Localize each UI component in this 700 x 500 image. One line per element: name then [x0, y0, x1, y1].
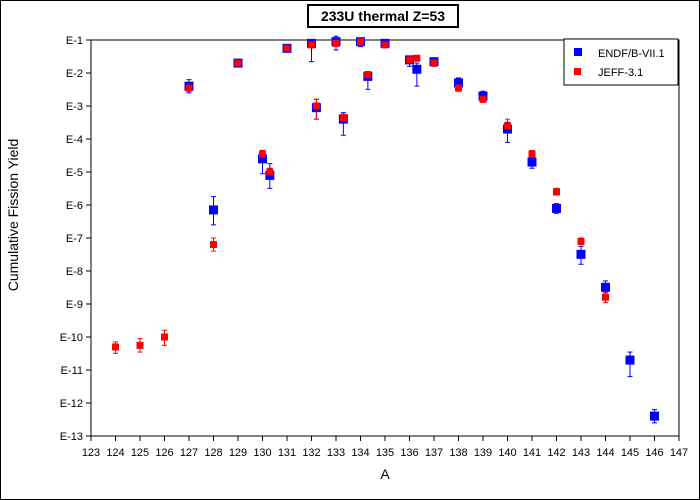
plot-area	[90, 39, 680, 437]
x-tick-label: 147	[670, 447, 688, 459]
data-point-endf	[576, 249, 586, 259]
data-point-jeff	[479, 95, 487, 103]
x-tick-label: 138	[449, 447, 467, 459]
data-point-jeff	[266, 168, 274, 176]
x-tick-label: 131	[278, 447, 296, 459]
data-point-jeff	[381, 41, 389, 49]
x-tick-label: 144	[596, 447, 614, 459]
y-tick-label: E-6	[66, 200, 83, 212]
y-tick-label: E-3	[66, 101, 83, 113]
data-point-jeff	[413, 54, 421, 62]
y-tick-label: E-5	[66, 167, 83, 179]
x-tick-label: 137	[425, 447, 443, 459]
y-tick-label: E-8	[66, 266, 83, 278]
x-tick-label: 135	[376, 447, 394, 459]
x-tick-label: 128	[204, 447, 222, 459]
data-point-jeff	[185, 84, 193, 92]
data-point-jeff	[455, 84, 462, 92]
legend-marker-jeff	[574, 68, 581, 75]
data-point-jeff	[577, 237, 585, 245]
x-tick-label: 139	[474, 447, 492, 459]
data-point-jeff	[339, 113, 347, 121]
x-tick-label: 124	[106, 447, 124, 459]
x-tick-label: 132	[302, 447, 320, 459]
data-point-endf	[454, 78, 463, 88]
data-point-endf	[412, 64, 422, 74]
data-point-jeff	[283, 44, 291, 52]
x-tick-label: 133	[327, 447, 345, 459]
data-point-jeff	[332, 39, 340, 47]
data-point-jeff	[210, 241, 217, 249]
data-point-jeff	[234, 59, 242, 67]
data-point-jeff	[406, 56, 413, 64]
data-point-jeff	[364, 71, 372, 79]
y-tick-label: E-7	[66, 233, 83, 245]
x-tick-label: 125	[131, 447, 149, 459]
x-tick-label: 134	[351, 447, 369, 459]
legend-box	[563, 38, 679, 86]
x-axis-title: A	[380, 466, 390, 482]
chart-title: 233U thermal Z=53	[307, 4, 459, 28]
data-point-jeff	[136, 341, 144, 349]
data-point-jeff	[357, 38, 364, 46]
data-point-jeff	[112, 343, 119, 351]
data-point-jeff	[504, 122, 511, 130]
x-tick-label: 146	[645, 447, 663, 459]
y-tick-label: E-12	[60, 398, 83, 410]
data-point-jeff	[161, 333, 168, 341]
legend: ENDF/B-VII.1 JEFF-3.1	[563, 38, 679, 86]
legend-label-endf: ENDF/B-VII.1	[598, 48, 665, 60]
data-point-jeff	[528, 150, 536, 158]
x-tick-label: 130	[253, 447, 271, 459]
x-tick-label: 143	[572, 447, 590, 459]
data-point-endf	[601, 282, 610, 292]
x-tick-label: 140	[498, 447, 516, 459]
data-point-endf	[552, 203, 561, 213]
y-tick-label: E-10	[60, 332, 83, 344]
y-tick-label: E-11	[61, 365, 83, 377]
x-tick-label: 141	[523, 447, 541, 459]
data-point-jeff	[312, 102, 320, 110]
x-tick-label: 145	[621, 447, 639, 459]
y-tick-label: E-2	[66, 68, 83, 80]
data-point-jeff	[602, 293, 609, 301]
data-point-endf	[258, 154, 267, 164]
data-point-endf	[625, 355, 635, 365]
x-tick-label: 126	[155, 447, 173, 459]
x-tick-label: 123	[82, 447, 100, 459]
data-point-endf	[209, 205, 218, 215]
data-point-jeff	[430, 59, 438, 67]
y-tick-label: E-13	[60, 431, 83, 443]
y-tick-label: E-4	[66, 134, 83, 146]
x-tick-label: 142	[547, 447, 565, 459]
y-axis-title: Cumulative Fission Yield	[5, 139, 21, 292]
data-point-endf	[650, 411, 659, 421]
y-tick-label: E-1	[66, 35, 83, 47]
x-tick-label: 127	[180, 447, 198, 459]
legend-marker-endf	[574, 48, 582, 56]
x-tick-label: 129	[229, 447, 247, 459]
data-point-endf	[527, 157, 537, 167]
data-point-jeff	[259, 150, 266, 158]
x-tick-label: 136	[400, 447, 418, 459]
y-tick-label: E-9	[66, 299, 83, 311]
data-point-jeff	[553, 188, 560, 196]
data-point-jeff	[308, 41, 315, 49]
legend-label-jeff: JEFF-3.1	[598, 67, 643, 79]
